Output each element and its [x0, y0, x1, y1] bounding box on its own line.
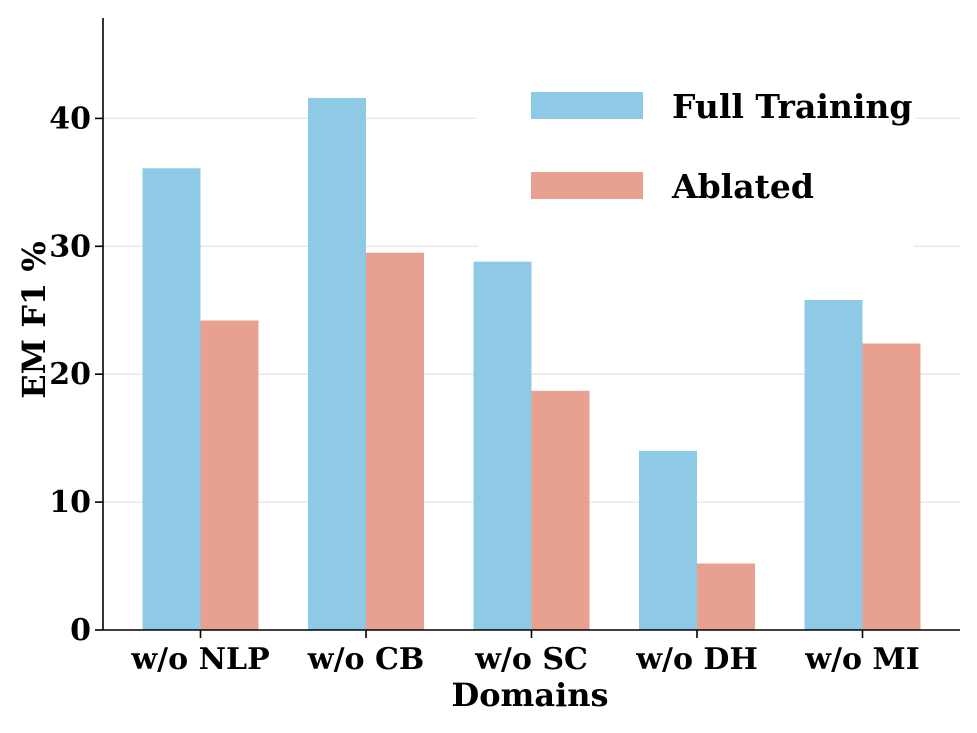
bar-ablated-1	[200, 320, 259, 630]
bar-full-training-3	[473, 261, 532, 630]
legend-label-ablated: Ablated	[671, 167, 814, 206]
x-category-label: w/o DH	[635, 642, 758, 677]
y-ticks: 0 10 20 30 40	[49, 101, 103, 648]
legend: Full Training Ablated	[476, 60, 916, 250]
x-categories: w/o NLP w/o CB w/o SC w/o DH w/o MI	[130, 630, 920, 677]
y-axis-title: EM F1 %	[15, 241, 53, 398]
x-category-label: w/o NLP	[130, 642, 269, 677]
y-tick-label: 0	[70, 613, 91, 648]
legend-swatch-ablated	[531, 172, 643, 199]
bars	[142, 97, 921, 631]
bar-full-training-4	[639, 450, 697, 630]
bar-full-training-2	[308, 97, 366, 631]
bar-ablated-5	[862, 343, 921, 630]
x-category-label: w/o CB	[307, 642, 424, 677]
legend-label-full-training: Full Training	[672, 87, 912, 126]
x-axis-title: Domains	[451, 676, 608, 714]
y-tick-label: 40	[49, 101, 91, 136]
x-category-label: w/o MI	[804, 642, 919, 677]
y-tick-label: 20	[49, 357, 91, 392]
bar-full-training-5	[804, 300, 863, 630]
bar-full-training-1	[142, 168, 201, 630]
bar-ablated-4	[697, 563, 755, 630]
bar-ablated-3	[531, 390, 590, 630]
x-category-label: w/o SC	[474, 642, 588, 677]
y-tick-label: 30	[49, 229, 91, 264]
legend-swatch-full-training	[531, 92, 643, 119]
y-tick-label: 10	[49, 485, 91, 520]
bar-ablated-2	[366, 252, 424, 630]
